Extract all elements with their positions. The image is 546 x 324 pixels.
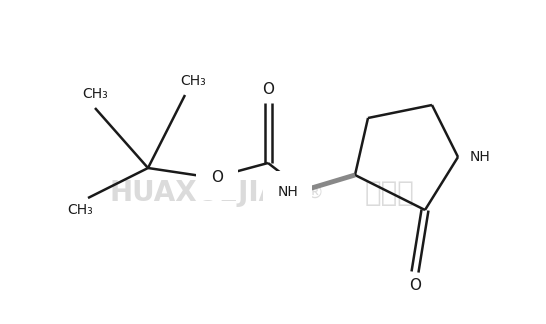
Text: HUAXUEJIA: HUAXUEJIA — [109, 179, 281, 207]
Text: NH: NH — [470, 150, 491, 164]
Text: NH: NH — [277, 185, 298, 199]
Text: 化学加: 化学加 — [365, 179, 415, 207]
Text: CH₃: CH₃ — [180, 74, 206, 88]
Text: ®: ® — [305, 184, 323, 202]
Text: O: O — [211, 169, 223, 184]
Text: O: O — [262, 83, 274, 98]
Text: O: O — [409, 279, 421, 294]
Text: CH₃: CH₃ — [82, 87, 108, 101]
Text: CH₃: CH₃ — [67, 203, 93, 217]
